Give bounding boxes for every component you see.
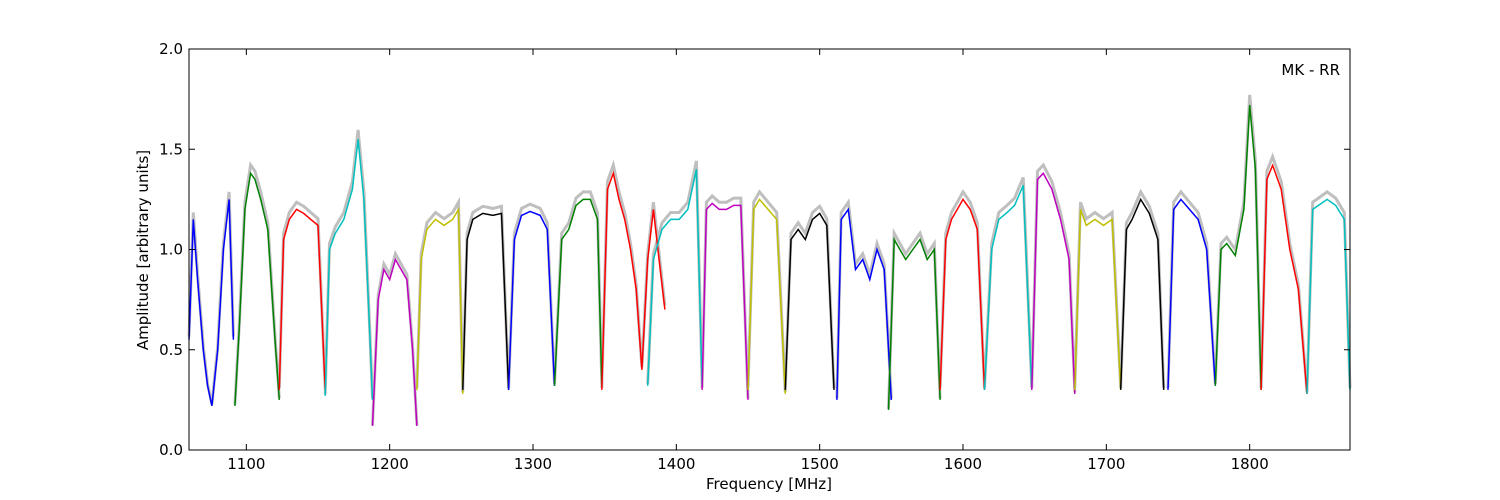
series-line-4 [324,139,374,400]
series-envelope-17 [938,189,986,389]
series-line-17 [939,198,986,390]
series-envelope-22 [1166,189,1217,389]
series-envelope-14 [783,203,836,389]
series-lines [187,94,1352,426]
y-tick-label: 2.0 [159,40,183,58]
series-envelope-18 [983,176,1034,389]
chart-annotation: MK - RR [1281,61,1340,79]
x-tick-label: 1800 [1231,455,1269,473]
y-tick-label: 1.5 [159,140,183,158]
series-envelope-6 [415,196,465,393]
series-line-18 [983,185,1033,390]
series-envelope-10 [600,159,667,389]
series-line-13 [747,198,787,394]
series-envelope-24 [1259,152,1309,393]
series-line-25 [1306,198,1351,394]
series-line-19 [1031,172,1076,394]
series-line-6 [416,206,464,394]
series-envelope-12 [700,193,750,399]
series-envelope-11 [646,160,704,384]
x-tick-label: 1300 [514,455,552,473]
series-envelope-20 [1073,201,1123,389]
series-line-22 [1167,198,1217,390]
series-envelope-8 [507,202,556,389]
y-axis-label: Amplitude [arbitrary units] [134,150,152,350]
series-line-11 [646,169,703,386]
x-tick-label: 1700 [1087,455,1125,473]
x-tick-label: 1400 [657,455,695,473]
series-envelope-25 [1305,190,1352,393]
x-tick-label: 1600 [944,455,982,473]
series-line-21 [1119,197,1165,390]
series-envelope-3 [277,200,327,389]
series-envelope-16 [887,227,942,409]
series-line-1 [188,199,235,407]
series-line-24 [1260,163,1308,394]
plot-background [189,49,1350,450]
series-line-3 [278,208,326,390]
series-envelope-19 [1030,162,1077,393]
y-tick-label: 1.0 [159,241,183,259]
series-line-23 [1214,105,1262,390]
series-envelope-15 [835,198,893,399]
y-axis-ticks: 0.0 0.5 1.0 1.5 2.0 [159,40,1350,459]
y-tick-label: 0.0 [159,441,183,459]
series-line-5 [371,257,418,426]
series-line-15 [836,207,893,400]
y-tick-label: 0.5 [159,341,183,359]
x-axis-ticks: 1100 1200 1300 1400 1500 1600 1700 1800 [227,49,1269,473]
x-tick-label: 1200 [371,455,409,473]
series-line-16 [887,236,941,410]
series-line-10 [601,170,666,390]
series-line-8 [507,210,556,390]
x-tick-label: 1100 [227,455,265,473]
x-axis-label: Frequency [MHz] [706,475,832,493]
series-line-14 [784,212,835,390]
series-envelope-9 [553,190,604,384]
x-tick-label: 1500 [801,455,839,473]
series-line-7 [462,212,510,390]
series-line-20 [1074,209,1122,390]
series-envelope-23 [1213,94,1263,389]
series-envelope-21 [1119,188,1166,389]
series-envelope-7 [461,204,511,389]
series-line-9 [553,198,603,386]
series-line-2 [234,171,281,406]
series-line-12 [701,202,749,400]
